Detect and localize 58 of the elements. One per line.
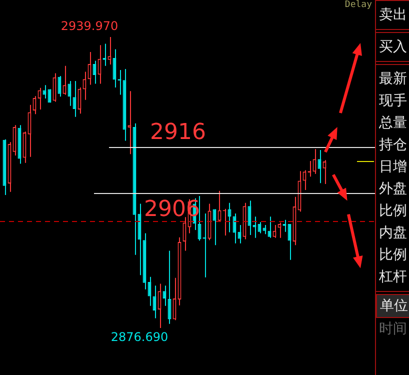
candlestick — [278, 222, 282, 238]
candlestick — [78, 86, 82, 114]
candlestick — [128, 90, 132, 155]
text: Delay — [344, 0, 373, 10]
text: 卖出 — [378, 6, 408, 25]
candlestick — [248, 200, 252, 236]
candlestick — [318, 149, 322, 184]
text: 现手 — [378, 92, 408, 111]
candlestick — [158, 283, 162, 328]
candlestick — [72, 80, 76, 118]
candlestick — [232, 212, 236, 244]
candlestick — [262, 224, 266, 235]
candlestick — [88, 52, 92, 86]
candlestick — [172, 277, 176, 321]
candlestick — [268, 216, 272, 238]
candlestick — [288, 224, 292, 260]
text: 日增 — [378, 158, 408, 177]
candlestick — [312, 148, 316, 174]
candlestick — [322, 160, 326, 185]
text: 2876.690 — [110, 330, 168, 344]
candlestick — [42, 84, 46, 99]
candlestick — [62, 65, 66, 96]
ref-line-label: 2916 — [150, 120, 206, 146]
candlestick — [92, 60, 96, 84]
text: 最新 — [378, 70, 408, 89]
candlestick — [168, 250, 172, 324]
candlestick — [152, 285, 156, 319]
candlestick — [302, 170, 306, 190]
text: 外盘 — [378, 180, 408, 199]
candlestick — [162, 285, 166, 306]
candlestick — [212, 208, 216, 246]
candlestick — [228, 202, 232, 233]
candlestick — [258, 222, 262, 234]
text: 比例 — [378, 202, 408, 221]
text: 杠杆 — [378, 268, 408, 287]
candlestick — [58, 75, 62, 98]
candlestick — [68, 80, 72, 106]
candlestick — [272, 224, 276, 238]
candlestick — [182, 216, 186, 252]
candlestick — [108, 36, 112, 65]
text: 买入 — [378, 38, 408, 57]
text: 内盘 — [378, 224, 408, 243]
text: 持仓 — [378, 136, 408, 155]
text: 时间 — [378, 320, 408, 339]
candlestick — [112, 48, 116, 88]
text: 2939.970 — [60, 19, 118, 34]
candlestick — [28, 104, 32, 158]
candlestick — [238, 224, 242, 244]
candlestick — [38, 87, 42, 110]
candlestick — [98, 44, 102, 84]
candlestick — [52, 72, 56, 102]
candlestick — [148, 276, 152, 306]
text: 总量 — [378, 114, 408, 133]
candlestick — [82, 71, 86, 100]
text: 单位 — [376, 294, 409, 318]
candlestick — [218, 190, 222, 222]
candlestick — [32, 96, 36, 115]
text: 比例 — [378, 246, 408, 265]
